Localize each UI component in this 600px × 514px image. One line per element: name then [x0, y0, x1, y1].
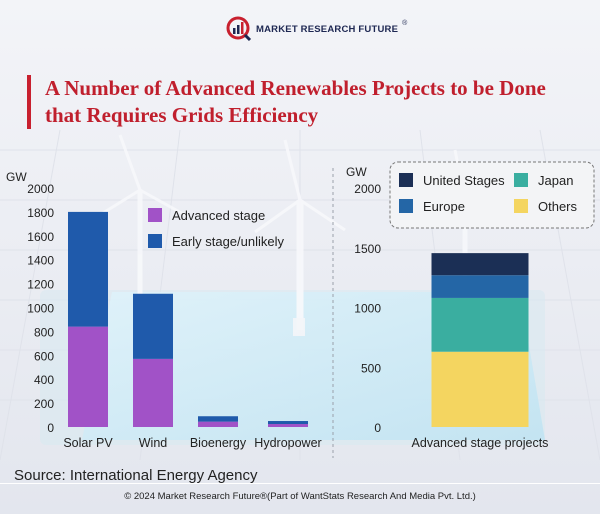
brand-registered-mark: ® [402, 19, 408, 27]
chart1-x-tick-label: Wind [139, 436, 168, 450]
source-note: Source: International Energy Agency [14, 467, 258, 484]
chart2-legend-swatch-others [514, 199, 528, 213]
chart2-bar-europe [431, 275, 529, 298]
chart1-bar-hydropower-advanced-stage [268, 424, 308, 427]
solar-panel-shape [82, 292, 545, 440]
chart1-y-tick-label: 800 [34, 325, 54, 339]
chart2-legend-label-europe: Europe [423, 199, 465, 214]
chart1-x-tick-label: Solar PV [63, 436, 113, 450]
chart2-legend-label-japan: Japan [538, 173, 573, 188]
chart1-legend-swatch-early-stage-unlikely [148, 234, 162, 248]
chart1-y-tick-label: 2000 [27, 182, 54, 196]
chart1-y-tick-label: 1800 [27, 206, 54, 220]
chart2-legend-swatch-europe [399, 199, 413, 213]
chart2-y-tick-label: 2000 [354, 182, 381, 196]
chart2-y-tick-label: 0 [374, 421, 381, 435]
chart2-y-tick-label: 1000 [354, 302, 381, 316]
chart2-legend-label-united-stages: United Stages [423, 173, 505, 188]
title-accent-bar [27, 75, 31, 129]
chart1-y-tick-label: 200 [34, 397, 54, 411]
chart1-bar-solar-pv-early-stage-unlikely [68, 211, 108, 327]
chart1-y-tick-label: 0 [47, 421, 54, 435]
chart1-y-tick-label: 1200 [27, 278, 54, 292]
chart1-x-tick-label: Bioenergy [190, 436, 247, 450]
brand-logo-icon [226, 16, 252, 42]
chart1-bar-bioenergy-advanced-stage [198, 421, 238, 427]
title-line-2: that Requires Grids Efficiency [45, 103, 319, 127]
chart1-y-axis-label: GW [6, 170, 27, 184]
chart1-x-tick-label: Hydropower [254, 436, 321, 450]
chart2-x-tick-label: Advanced stage projects [412, 436, 549, 450]
chart2-bar-japan [431, 297, 529, 352]
chart1-y-tick-label: 1400 [27, 254, 54, 268]
chart1-bar-wind-advanced-stage [133, 358, 173, 427]
chart1-legend-swatch-advanced-stage [148, 208, 162, 222]
chart2-bar-others [431, 351, 529, 427]
chart2-legend-swatch-united-stages [399, 173, 413, 187]
chart2-y-tick-label: 1500 [354, 242, 381, 256]
chart1-y-tick-label: 600 [34, 349, 54, 363]
chart1-y-tick-label: 400 [34, 373, 54, 387]
chart2-legend-label-others: Others [538, 199, 578, 214]
chart1-y-tick-label: 1600 [27, 230, 54, 244]
chart2-y-tick-label: 500 [361, 361, 381, 375]
page-title: A Number of Advanced Renewables Projects… [45, 75, 595, 129]
chart2-bar-united-stages [431, 253, 529, 276]
chart2-legend-box [389, 161, 595, 229]
wind-turbine-center [254, 139, 346, 330]
chart1-bar-wind-early-stage-unlikely [133, 293, 173, 359]
brand-logo: MARKET RESEARCH FUTURE ® [226, 16, 407, 42]
chart2-y-axis-label: GW [346, 165, 367, 179]
title-line-1: A Number of Advanced Renewables Projects… [45, 76, 546, 100]
chart1-legend-label-advanced-stage: Advanced stage [172, 208, 265, 223]
chart2-legend-swatch-japan [514, 173, 528, 187]
brand-name: MARKET RESEARCH FUTURE [256, 23, 399, 35]
footer-divider [0, 483, 600, 484]
chart1-bar-hydropower-early-stage-unlikely [268, 421, 308, 425]
chart1-bar-solar-pv-advanced-stage [68, 326, 108, 427]
chart1-y-tick-label: 1000 [27, 302, 54, 316]
chart1-bar-bioenergy-early-stage-unlikely [198, 416, 238, 422]
chart1-legend-label-early-stage-unlikely: Early stage/unlikely [172, 234, 284, 249]
copyright-text: © 2024 Market Research Future®(Part of W… [124, 491, 476, 502]
